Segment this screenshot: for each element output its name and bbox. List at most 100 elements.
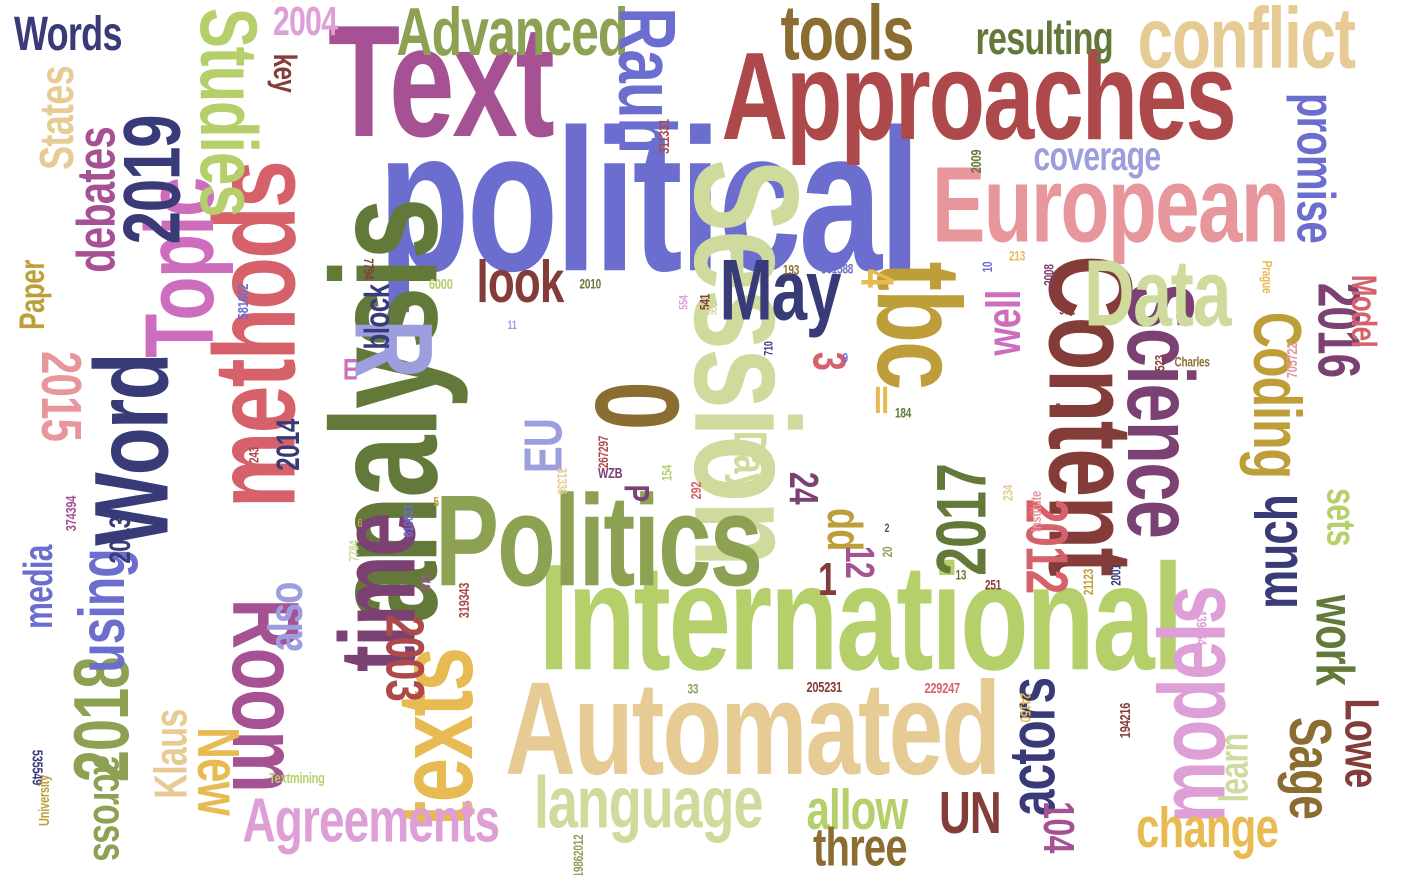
word-block: block	[355, 284, 397, 350]
word-text: Text	[328, 0, 555, 172]
word-n561588: 561588	[821, 262, 854, 278]
word-much: much	[1244, 495, 1311, 609]
word-data: Data	[1084, 240, 1232, 346]
word-sets: sets	[1318, 488, 1363, 546]
word-using: using	[66, 549, 139, 673]
word-n581602: 581602	[235, 283, 252, 319]
word-words: Words	[14, 5, 122, 62]
word-international: International	[538, 532, 1184, 702]
word-y2013: 2013	[102, 516, 137, 564]
word-n154: 154	[660, 464, 676, 482]
word-n523: 523	[1153, 354, 1169, 372]
word-n972: 972	[1059, 303, 1076, 319]
word-y2015: 2015	[29, 350, 94, 442]
word-n184: 184	[895, 406, 912, 422]
word-sage: Sage	[1276, 717, 1343, 819]
word-prague: Prague	[1258, 260, 1273, 294]
word-n229247: 229247	[924, 680, 961, 697]
word-n13: 13	[955, 568, 967, 584]
word-klaus: Klaus	[145, 709, 197, 799]
word-well: well	[974, 290, 1031, 356]
word-n311331: 311331	[656, 118, 673, 154]
word-promise: promise	[1285, 92, 1345, 244]
word-n243: 243	[247, 446, 263, 464]
word-n1: 1	[818, 554, 837, 606]
word-advanced: Advanced	[396, 0, 629, 70]
word-learn: learn	[1211, 733, 1257, 803]
word-n11: 11	[507, 317, 517, 332]
word-institute: Institute	[1028, 490, 1045, 532]
word-dr: DR	[704, 303, 718, 318]
word-n193: 193	[783, 263, 800, 279]
word-y2004: 2004	[273, 0, 338, 45]
word-agreements: Agreements	[242, 784, 501, 856]
word-work: work	[1304, 594, 1364, 686]
word-zero: 0	[569, 381, 704, 429]
word-n705722: 705722	[1284, 342, 1301, 378]
word-y2017: 2017	[923, 464, 1002, 576]
word-wzb: WZB	[598, 465, 623, 482]
word-paper: Paper	[11, 260, 53, 330]
word-n19862012: 19862012	[571, 834, 587, 875]
word-n6: 6	[357, 515, 363, 530]
word-actors: actors	[997, 677, 1070, 817]
word-n374394: 374394	[63, 495, 80, 531]
word-un: UN	[939, 780, 1002, 847]
word-textmining: Textmining	[269, 770, 325, 787]
word-university: University	[36, 774, 53, 826]
word-three: three	[813, 818, 908, 875]
word-coverage: coverage	[1033, 135, 1162, 180]
word-n7784: 7784	[347, 540, 362, 562]
word-approaches: Approaches	[721, 28, 1237, 166]
word-n24: 24	[780, 471, 826, 505]
word-charles: Charles	[1174, 355, 1210, 371]
word-coding: Coding	[1239, 311, 1315, 479]
word-n9: 9	[842, 351, 849, 367]
word-change: change	[1136, 795, 1279, 860]
word-n5: 5	[433, 495, 440, 511]
word-n2008: 2008	[1042, 264, 1057, 286]
word-political: political	[378, 86, 921, 314]
word-n2009: 2009	[969, 149, 986, 173]
word-n610631: 610631	[401, 504, 417, 538]
word-n234: 234	[1001, 484, 1017, 502]
word-eu: EU	[514, 419, 574, 473]
word-automated: Automated	[505, 653, 1001, 803]
word-day: Day	[723, 430, 775, 492]
word-n267297: 267297	[596, 435, 612, 469]
word-n12: 12	[836, 545, 882, 579]
word-n554: 554	[676, 294, 691, 310]
word-also: also	[256, 582, 313, 652]
word-n10: 10	[980, 261, 996, 273]
word-across: across	[83, 755, 135, 861]
word-n205231: 205231	[806, 679, 843, 696]
word-key: key	[265, 53, 302, 93]
word-y2014: 2014	[270, 419, 307, 471]
word-n194216: 194216	[1117, 702, 1134, 738]
word-p: P	[615, 484, 657, 502]
word-e: E	[343, 352, 358, 387]
word-n2001: 2001	[1109, 564, 1124, 586]
word-n33: 33	[687, 682, 699, 698]
word-lowe: Lowe	[1334, 698, 1390, 788]
word-n213: 213	[1009, 249, 1026, 265]
word-n292: 292	[689, 481, 706, 499]
word-n7794: 7794	[359, 258, 375, 280]
word-y2003: 2003	[374, 615, 434, 701]
word-n20: 20	[880, 546, 896, 558]
word-ii: II	[874, 379, 889, 422]
word-conflict: conflict	[1137, 0, 1357, 87]
word-european: European	[932, 144, 1290, 265]
word-may: May	[719, 241, 842, 339]
word-media: media	[16, 545, 62, 629]
word-n2010: 2010	[579, 277, 602, 293]
word-look: look	[476, 249, 565, 316]
word-n710: 710	[761, 340, 776, 356]
word-n571: 571	[419, 573, 435, 591]
word-n319343: 319343	[456, 582, 473, 618]
word-n21123: 21123	[1082, 568, 1097, 596]
word-rauh: Rauh	[601, 7, 693, 153]
word-politics: Politics	[435, 469, 763, 614]
word-n104: 104	[1033, 801, 1083, 853]
word-pp: pp	[808, 508, 864, 552]
